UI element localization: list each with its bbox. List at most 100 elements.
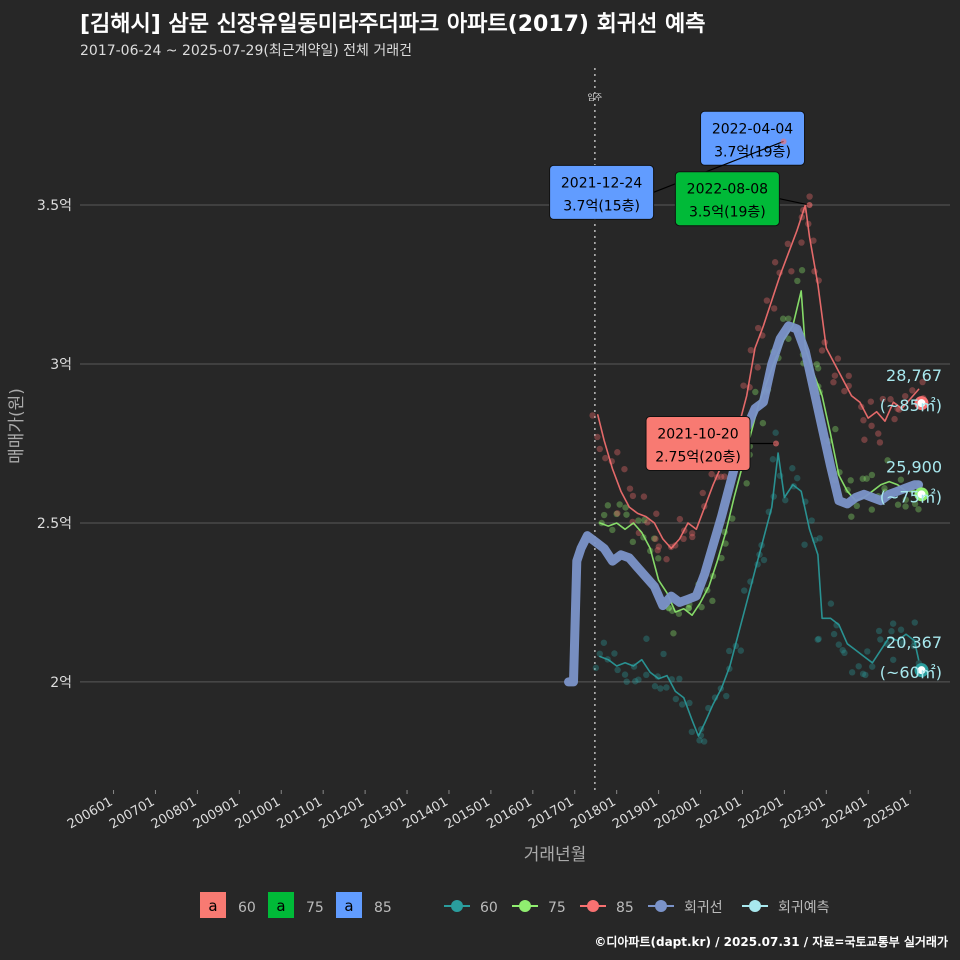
x-tick-label: 200601 (65, 794, 115, 832)
annotation-date: 2022-08-08 (687, 182, 768, 198)
legend-line-dot (587, 900, 599, 912)
scatter-point (785, 315, 792, 322)
legend-text-swatch (200, 892, 226, 918)
scatter-point (888, 628, 895, 635)
annotation-price: 2.75억(20층) (655, 449, 741, 465)
credit: ©디아파트(dapt.kr) / 2025.07.31 / 자료=국토교통부 실… (594, 935, 948, 949)
scatter-point (779, 315, 787, 322)
scatter-point (911, 500, 919, 508)
scatter-point (614, 666, 621, 674)
scatter-point (754, 364, 761, 371)
x-tick-label: 200901 (191, 794, 241, 832)
x-tick-label: 201601 (484, 794, 534, 832)
scatter-point (794, 474, 801, 482)
scatter-point (869, 663, 876, 670)
annotation-box (549, 164, 655, 220)
x-tick-label: 202301 (778, 794, 828, 832)
scatter-point (698, 603, 705, 611)
scatter-point (902, 503, 909, 510)
scatter-point (709, 597, 716, 605)
scatter-point (592, 664, 600, 672)
annotation-target (806, 202, 813, 209)
scatter-point (643, 635, 650, 642)
end-label-area: (~60㎡) (880, 663, 942, 682)
scatter-point (737, 647, 745, 654)
legend-text-label: 85 (374, 900, 392, 916)
scatter-point (644, 519, 651, 526)
scatter-point (909, 387, 916, 394)
scatter-point (919, 378, 926, 386)
scatter-point (839, 646, 846, 654)
scatter-point (651, 683, 659, 690)
scatter-point (785, 335, 792, 342)
y-tick-label: 2.5억 (37, 516, 72, 532)
scatter-point (663, 556, 670, 563)
x-tick-label: 201301 (359, 794, 409, 832)
scatter-point (890, 656, 897, 663)
scatter-point (621, 465, 628, 473)
scatter-point (740, 382, 747, 389)
scatter-point (827, 600, 835, 607)
end-point-85 (914, 396, 929, 411)
scatter-point (743, 480, 750, 487)
scatter-point (629, 492, 637, 500)
x-tick-label: 202501 (862, 794, 912, 832)
scatter-point (902, 392, 909, 400)
scatter-point (801, 541, 808, 548)
legend-text-swatch (268, 892, 294, 918)
scatter-point (798, 239, 805, 246)
scatter-point (663, 684, 670, 691)
scatter-point (862, 671, 869, 679)
scatter-point (875, 627, 883, 635)
scatter-point (891, 415, 898, 423)
legend-text-glyph: a (344, 897, 353, 915)
end-label-value: 28,767 (886, 366, 942, 385)
scatter-point (759, 419, 767, 427)
x-tick-label: 202001 (652, 794, 702, 832)
scatter-point (604, 502, 612, 509)
scatter-point (813, 361, 820, 368)
scatter-point (688, 530, 696, 537)
scatter-point (589, 412, 596, 419)
scatter-point (672, 695, 680, 703)
scatter-point (632, 678, 639, 685)
annotation-box (674, 171, 780, 227)
y-axis-title: 매매가(원) (7, 388, 27, 464)
scatter-point (853, 502, 861, 510)
scatter-point (685, 604, 692, 612)
scatter-point (718, 554, 725, 562)
scatter-point (834, 355, 842, 362)
scatter-point (717, 473, 725, 481)
scatter-point (769, 456, 777, 463)
x-tick-label: 201201 (317, 794, 367, 832)
x-tick-label: 201801 (568, 794, 618, 832)
annotation-date: 2022-04-04 (712, 121, 793, 137)
scatter-point (867, 398, 875, 405)
grid-lines (80, 204, 950, 683)
series-line-60 (599, 452, 920, 737)
scatter-point (600, 639, 608, 646)
scatter-point (806, 193, 813, 200)
legend-text-label: 60 (238, 900, 256, 916)
legend: a 60 a 75 a 85 60 75 85 회귀선 회귀예측 (200, 892, 830, 918)
x-tick-label: 201001 (233, 794, 283, 832)
scatter-point (654, 546, 661, 554)
legend-line-label: 75 (548, 900, 566, 916)
scatter-point (653, 510, 660, 517)
scatter-point (651, 535, 658, 542)
scatter-point (877, 636, 884, 643)
scatter-point (611, 650, 618, 657)
scatter-point (676, 515, 684, 523)
scatter-point (771, 259, 779, 266)
scatter-point (814, 365, 822, 372)
x-tick-label: 201401 (400, 794, 450, 832)
annotation-price: 3.5억(19층) (689, 205, 766, 221)
annotation-date: 2021-10-20 (657, 426, 738, 442)
scatter-point (635, 676, 642, 683)
scatter-point (613, 510, 620, 518)
scatter-point (876, 439, 884, 446)
scatter-point (701, 738, 708, 745)
scatter-point (723, 692, 730, 700)
legend-line-label: 85 (616, 900, 634, 916)
